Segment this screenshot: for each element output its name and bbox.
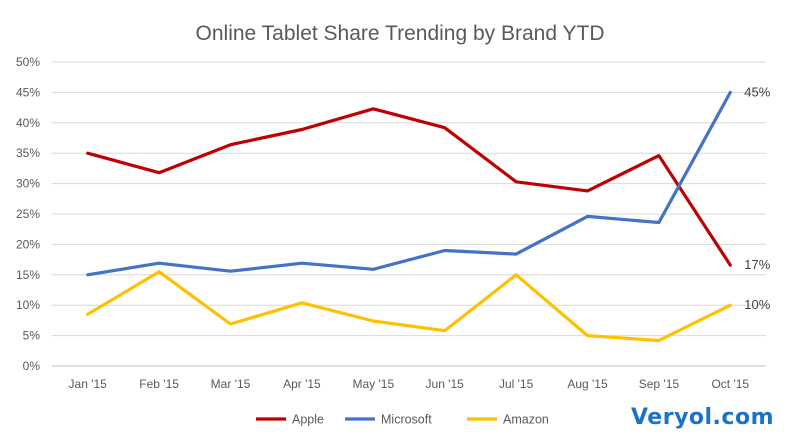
legend-label-amazon: Amazon	[503, 413, 549, 427]
y-tick-label: 30%	[16, 177, 40, 191]
x-tick-label: Aug '15	[567, 377, 608, 391]
y-axis-ticks: 0% 5% 10% 15% 20% 25% 30% 35% 40% 45% 50%	[16, 55, 40, 373]
watermark: Veryol.com	[631, 405, 774, 430]
legend: Apple Microsoft Amazon	[256, 413, 549, 427]
x-tick-label: Oct '15	[711, 377, 749, 391]
x-axis-ticks: Jan '15 Feb '15 Mar '15 Apr '15 May '15 Jun '…	[69, 377, 750, 391]
series-lines	[86, 90, 732, 343]
y-tick-label: 25%	[16, 207, 40, 221]
y-tick-label: 50%	[16, 55, 40, 69]
x-tick-label: Apr '15	[283, 377, 321, 391]
gridlines	[52, 61, 766, 367]
y-tick-label: 40%	[16, 116, 40, 130]
series-line-microsoft	[86, 90, 732, 277]
y-tick-label: 15%	[16, 268, 40, 282]
y-tick-label: 0%	[23, 359, 41, 373]
series-line-amazon	[86, 270, 732, 343]
y-tick-label: 5%	[23, 329, 41, 343]
legend-label-microsoft: Microsoft	[381, 413, 432, 427]
microsoft-end-label: 45%	[744, 84, 770, 99]
end-labels: 17% 45% 10%	[744, 84, 770, 312]
x-tick-label: Mar '15	[211, 377, 251, 391]
amazon-end-label: 10%	[744, 297, 770, 312]
y-tick-label: 10%	[16, 298, 40, 312]
x-tick-label: Jun '15	[426, 377, 465, 391]
y-tick-label: 35%	[16, 146, 40, 160]
apple-end-label: 17%	[744, 257, 770, 272]
x-tick-label: Jan '15	[69, 377, 108, 391]
series-line-apple	[86, 107, 732, 267]
x-tick-label: May '15	[352, 377, 394, 391]
x-tick-label: Sep '15	[639, 377, 680, 391]
x-tick-label: Jul '15	[499, 377, 534, 391]
legend-label-apple: Apple	[292, 413, 324, 427]
x-tick-label: Feb '15	[139, 377, 179, 391]
y-tick-label: 45%	[16, 85, 40, 99]
chart-title: Online Tablet Share Trending by Brand YT…	[196, 22, 605, 45]
y-tick-label: 20%	[16, 237, 40, 251]
